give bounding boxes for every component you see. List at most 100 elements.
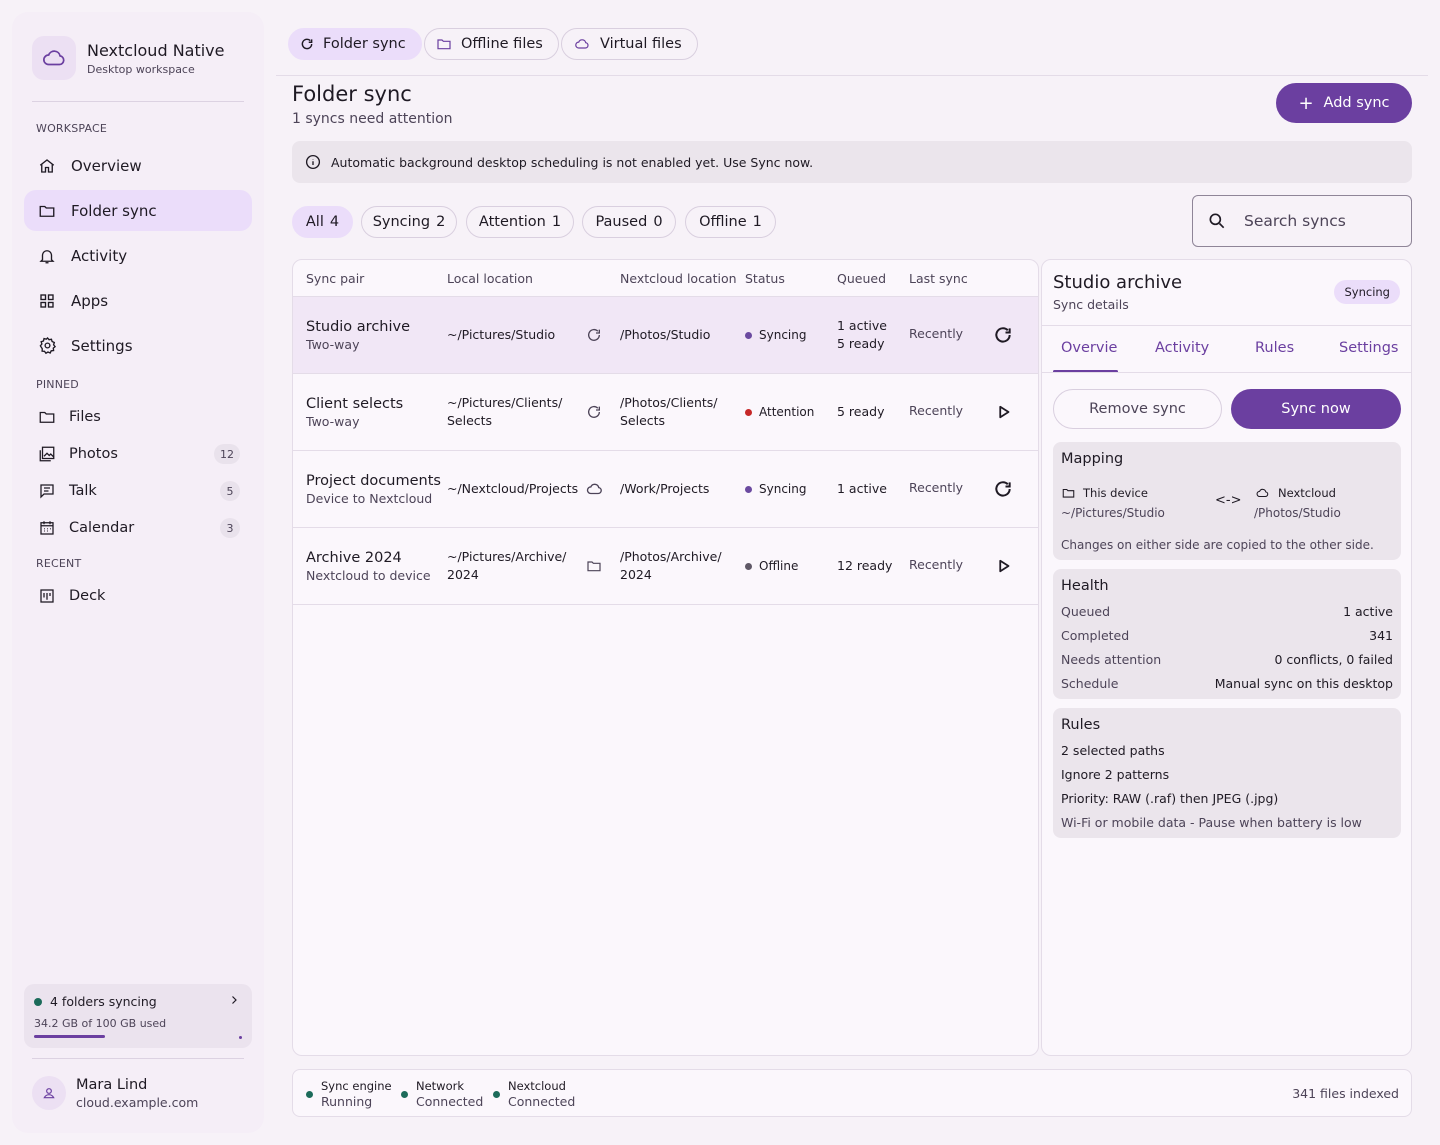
mapping-card: Mapping This device ~/Pictures/Studio <-… — [1053, 442, 1401, 560]
sidebar-item-settings[interactable]: Settings — [24, 325, 252, 366]
table-row[interactable]: Studio archive Two-way ~/Pictures/Studio… — [293, 297, 1038, 374]
filter-all[interactable]: All 4 — [292, 206, 353, 238]
play-icon[interactable] — [995, 403, 1013, 421]
queued-line: 12 ready — [837, 558, 893, 573]
detail-subtitle: Sync details — [1053, 297, 1129, 312]
play-icon[interactable] — [995, 557, 1013, 575]
filter-label: Attention — [478, 214, 546, 230]
table-row[interactable]: Archive 2024 Nextcloud to device ~/Pictu… — [293, 528, 1038, 605]
sync-now-button[interactable]: Sync now — [1231, 389, 1401, 429]
tab-overview[interactable]: Overvie — [1061, 340, 1118, 356]
status-text: Syncing — [759, 328, 807, 342]
pinned-item-photos[interactable]: Photos 12 — [24, 437, 252, 471]
filter-label: Paused — [595, 214, 648, 230]
sidebar-divider — [32, 1058, 244, 1059]
sidebar-item-label: Activity — [71, 246, 128, 265]
mapping-local-path: ~/Pictures/Studio — [1061, 506, 1165, 520]
health-title: Health — [1061, 578, 1109, 594]
remote-path: Selects — [620, 413, 666, 428]
tab-offline-files[interactable]: Offline files — [424, 28, 559, 60]
pinned-item-files[interactable]: Files — [24, 400, 252, 434]
tabs-divider — [1042, 372, 1411, 373]
tab-folder-sync[interactable]: Folder sync — [288, 28, 422, 60]
column-header: Nextcloud location — [620, 271, 737, 286]
pinned-item-talk[interactable]: Talk 5 — [24, 474, 252, 508]
recent-item-deck[interactable]: Deck — [24, 579, 252, 613]
refresh-icon[interactable] — [993, 325, 1013, 345]
page-title: Folder sync — [292, 82, 412, 106]
remote-path: /Photos/Studio — [620, 327, 711, 342]
sidebar-item-activity[interactable]: Activity — [24, 235, 252, 276]
local-path: Selects — [447, 413, 493, 428]
footer-label: Network — [416, 1079, 465, 1093]
detail-divider — [1042, 325, 1411, 326]
filter-attention[interactable]: Attention 1 — [466, 206, 574, 238]
files-indexed: 341 files indexed — [1292, 1086, 1399, 1101]
sync-pair-mode: Two-way — [306, 337, 360, 352]
sidebar-item-folder-sync[interactable]: Folder sync — [24, 190, 252, 231]
table-row[interactable]: Project documents Device to Nextcloud ~/… — [293, 451, 1038, 528]
filter-label: Offline — [699, 214, 747, 230]
sync-pair: Project documents Device to Nextcloud — [306, 473, 441, 506]
local-path: ~/Pictures/Studio — [447, 327, 556, 342]
footer-value: Connected — [416, 1094, 484, 1109]
mapping-title: Mapping — [1061, 451, 1124, 467]
photos-icon — [37, 444, 57, 464]
health-value: 341 — [1369, 628, 1393, 643]
health-row: Schedule Manual sync on this desktop — [1061, 676, 1393, 691]
folder-icon — [37, 407, 57, 427]
sync-pair-name: Archive 2024 — [306, 550, 402, 566]
status-dot — [745, 408, 752, 416]
calendar-icon — [37, 518, 57, 538]
search-input[interactable]: Search syncs — [1192, 195, 1412, 247]
remove-sync-button[interactable]: Remove sync — [1053, 389, 1222, 429]
queued-line: 1 active — [837, 481, 887, 496]
status-cell: Syncing — [745, 482, 806, 496]
filter-paused[interactable]: Paused 0 — [582, 206, 676, 238]
section-label-recent: RECENT — [36, 557, 82, 570]
tab-settings[interactable]: Settings — [1339, 340, 1399, 356]
footer-label: Nextcloud — [508, 1079, 566, 1093]
user-profile[interactable]: Mara Lind cloud.example.com — [32, 1076, 198, 1110]
active-tab-indicator — [1053, 370, 1118, 373]
sidebar: Nextcloud Native Desktop workspace WORKS… — [12, 12, 264, 1133]
pinned-item-calendar[interactable]: Calendar 3 — [24, 511, 252, 545]
rules-card: Rules 2 selected paths Ignore 2 patterns… — [1053, 708, 1401, 838]
local-path: ~/Pictures/Clients/ — [447, 395, 563, 410]
filter-label: Syncing — [372, 214, 431, 230]
storage-status: 4 folders syncing — [34, 994, 157, 1009]
sync-pair-mode: Two-way — [306, 414, 360, 429]
tab-rules[interactable]: Rules — [1255, 340, 1295, 356]
storage-progress-bar — [34, 1035, 242, 1038]
mapping-remote: Nextcloud /Photos/Studio — [1254, 486, 1341, 520]
folder-icon — [436, 36, 452, 52]
tab-activity[interactable]: Activity — [1155, 340, 1210, 356]
sidebar-item-apps[interactable]: Apps — [24, 280, 252, 321]
storage-status-card[interactable]: 4 folders syncing 34.2 GB of 100 GB used — [24, 984, 252, 1048]
filter-offline[interactable]: Offline 1 — [685, 206, 776, 238]
refresh-icon — [586, 327, 602, 343]
count-badge: 12 — [214, 444, 240, 464]
remote-path: /Work/Projects — [620, 481, 710, 496]
health-value: 1 active — [1343, 604, 1393, 619]
count-badge: 5 — [220, 481, 240, 501]
filter-syncing[interactable]: Syncing 2 — [361, 206, 457, 238]
mapping-remote-path: /Photos/Studio — [1254, 506, 1341, 520]
queued-cell: 5 ready — [837, 403, 884, 421]
last-sync: Recently — [909, 557, 964, 572]
tab-virtual-files[interactable]: Virtual files — [561, 28, 698, 60]
cloud-icon — [1254, 486, 1271, 500]
add-sync-button[interactable]: + Add sync — [1276, 83, 1412, 123]
local-path: ~/Pictures/Archive/ — [447, 549, 567, 564]
column-header: Last sync — [909, 271, 968, 286]
chat-icon — [37, 481, 57, 501]
sidebar-item-overview[interactable]: Overview — [24, 145, 252, 186]
queued-cell: 1 active — [837, 480, 887, 498]
rule-line: Wi-Fi or mobile data - Pause when batter… — [1061, 815, 1362, 830]
remote-path: 2024 — [620, 567, 652, 582]
tab-label: Offline files — [461, 36, 543, 52]
table-row[interactable]: Client selects Two-way ~/Pictures/Client… — [293, 374, 1038, 451]
info-icon — [304, 153, 322, 171]
refresh-icon[interactable] — [993, 479, 1013, 499]
rule-line: Ignore 2 patterns — [1061, 767, 1170, 782]
